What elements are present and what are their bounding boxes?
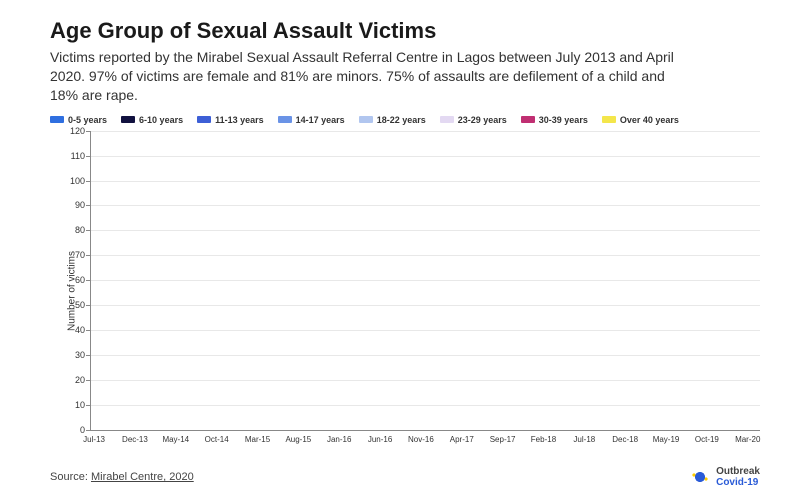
grid-line — [91, 405, 760, 406]
y-tick-label: 30 — [63, 350, 85, 360]
grid-line — [91, 230, 760, 231]
x-axis-ticks: Jul-13Dec-13May-14Oct-14Mar-15Aug-15Jan-… — [90, 431, 760, 451]
y-tick — [86, 330, 91, 331]
grid-line — [91, 355, 760, 356]
grid-line — [91, 330, 760, 331]
brand-line1: Outbreak — [716, 466, 760, 477]
legend-item: 18-22 years — [359, 115, 426, 125]
x-tick-label: Jan-16 — [327, 435, 351, 444]
y-tick-label: 80 — [63, 225, 85, 235]
legend-item: Over 40 years — [602, 115, 679, 125]
grid-line — [91, 205, 760, 206]
y-tick-label: 90 — [63, 200, 85, 210]
legend-item: 6-10 years — [121, 115, 183, 125]
y-tick-label: 40 — [63, 325, 85, 335]
legend-swatch — [602, 116, 616, 123]
y-tick-label: 100 — [63, 176, 85, 186]
x-tick-label: Nov-16 — [408, 435, 434, 444]
legend-swatch — [197, 116, 211, 123]
y-tick — [86, 405, 91, 406]
chart-subtitle: Victims reported by the Mirabel Sexual A… — [50, 48, 690, 105]
y-tick-label: 20 — [63, 375, 85, 385]
legend-label: 23-29 years — [458, 115, 507, 125]
x-tick-label: Jul-18 — [573, 435, 595, 444]
brand-line2: Covid-19 — [716, 477, 760, 488]
legend-label: 11-13 years — [215, 115, 264, 125]
x-tick-label: Dec-13 — [122, 435, 148, 444]
x-tick-label: Jun-16 — [368, 435, 392, 444]
y-tick — [86, 280, 91, 281]
y-tick-label: 50 — [63, 300, 85, 310]
y-tick — [86, 380, 91, 381]
source-prefix: Source: — [50, 471, 88, 483]
legend-item: 11-13 years — [197, 115, 264, 125]
source-link[interactable]: Mirabel Centre, 2020 — [91, 471, 194, 483]
brand-text: Outbreak Covid-19 — [716, 466, 760, 488]
grid-line — [91, 380, 760, 381]
grid-line — [91, 255, 760, 256]
grid-line — [91, 305, 760, 306]
legend-swatch — [359, 116, 373, 123]
y-tick-label: 110 — [63, 151, 85, 161]
x-tick-label: Feb-18 — [531, 435, 556, 444]
y-tick — [86, 230, 91, 231]
x-tick-label: Mar-15 — [245, 435, 270, 444]
y-tick — [86, 255, 91, 256]
y-tick-label: 70 — [63, 250, 85, 260]
footer: Source: Mirabel Centre, 2020 Outbreak Co… — [0, 466, 810, 488]
legend: 0-5 years 6-10 years 11-13 years 14-17 year… — [50, 115, 760, 125]
y-axis-label: Number of victims — [67, 251, 78, 331]
africa-virus-icon — [690, 467, 710, 487]
y-tick — [86, 131, 91, 132]
grid-line — [91, 181, 760, 182]
y-tick — [86, 305, 91, 306]
legend-swatch — [50, 116, 64, 123]
chart-area: Number of victims 0102030405060708090100… — [60, 131, 760, 451]
y-tick-label: 120 — [63, 126, 85, 136]
grid-line — [91, 280, 760, 281]
legend-item: 23-29 years — [440, 115, 507, 125]
x-tick-label: Oct-19 — [695, 435, 719, 444]
source: Source: Mirabel Centre, 2020 — [50, 471, 194, 483]
brand: Outbreak Covid-19 — [690, 466, 760, 488]
y-tick — [86, 205, 91, 206]
legend-swatch — [440, 116, 454, 123]
x-tick-label: Oct-14 — [205, 435, 229, 444]
y-tick-label: 0 — [63, 425, 85, 435]
legend-item: 14-17 years — [278, 115, 345, 125]
y-tick-label: 60 — [63, 275, 85, 285]
grid-line — [91, 156, 760, 157]
x-tick-label: May-14 — [162, 435, 189, 444]
x-tick-label: Mar-20 — [735, 435, 760, 444]
y-tick — [86, 156, 91, 157]
y-tick — [86, 181, 91, 182]
legend-label: 18-22 years — [377, 115, 426, 125]
legend-item: 0-5 years — [50, 115, 107, 125]
legend-swatch — [521, 116, 535, 123]
legend-label: 6-10 years — [139, 115, 183, 125]
legend-label: 30-39 years — [539, 115, 588, 125]
legend-label: Over 40 years — [620, 115, 679, 125]
legend-item: 30-39 years — [521, 115, 588, 125]
x-tick-label: May-19 — [653, 435, 680, 444]
legend-label: 14-17 years — [296, 115, 345, 125]
x-tick-label: Aug-15 — [285, 435, 311, 444]
grid-line — [91, 131, 760, 132]
legend-swatch — [121, 116, 135, 123]
x-tick-label: Apr-17 — [450, 435, 474, 444]
y-tick — [86, 355, 91, 356]
x-tick-label: Dec-18 — [612, 435, 638, 444]
x-tick-label: Sep-17 — [490, 435, 516, 444]
chart-title: Age Group of Sexual Assault Victims — [50, 18, 760, 44]
y-tick-label: 10 — [63, 400, 85, 410]
chart-container: Age Group of Sexual Assault Victims Vict… — [0, 0, 810, 461]
legend-swatch — [278, 116, 292, 123]
plot-area: 0102030405060708090100110120 — [90, 131, 760, 431]
legend-label: 0-5 years — [68, 115, 107, 125]
x-tick-label: Jul-13 — [83, 435, 105, 444]
